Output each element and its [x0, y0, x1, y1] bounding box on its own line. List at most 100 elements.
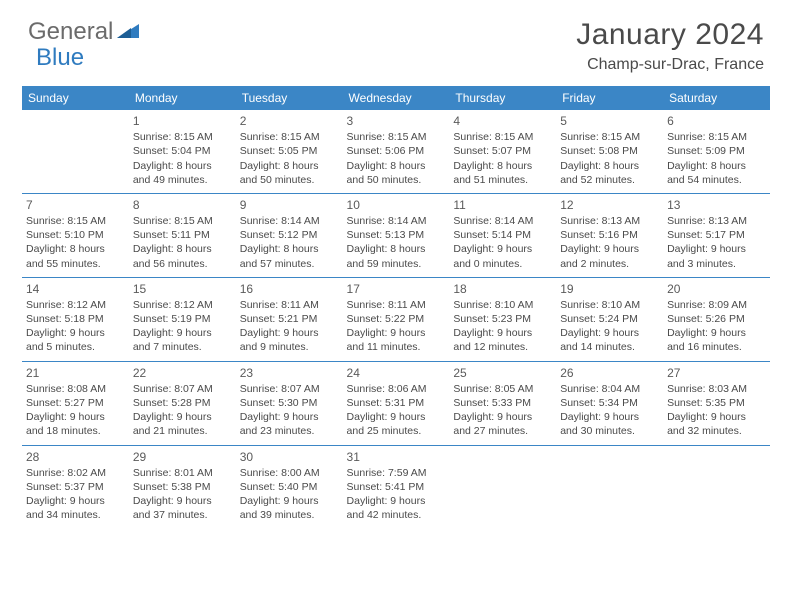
daylight-line-2: and 11 minutes. [347, 340, 446, 354]
daylight-line-2: and 59 minutes. [347, 257, 446, 271]
sunrise-line: Sunrise: 8:00 AM [240, 466, 339, 480]
calendar-cell [449, 445, 556, 528]
calendar-row: 1Sunrise: 8:15 AMSunset: 5:04 PMDaylight… [22, 110, 770, 193]
calendar-row: 28Sunrise: 8:02 AMSunset: 5:37 PMDayligh… [22, 445, 770, 528]
calendar-cell: 22Sunrise: 8:07 AMSunset: 5:28 PMDayligh… [129, 361, 236, 445]
daylight-line-1: Daylight: 8 hours [240, 242, 339, 256]
sunset-line: Sunset: 5:37 PM [26, 480, 125, 494]
day-number: 11 [453, 197, 552, 213]
calendar-cell: 16Sunrise: 8:11 AMSunset: 5:21 PMDayligh… [236, 277, 343, 361]
calendar-cell: 19Sunrise: 8:10 AMSunset: 5:24 PMDayligh… [556, 277, 663, 361]
sunrise-line: Sunrise: 8:12 AM [26, 298, 125, 312]
sunset-line: Sunset: 5:07 PM [453, 144, 552, 158]
calendar-cell [556, 445, 663, 528]
sunrise-line: Sunrise: 8:06 AM [347, 382, 446, 396]
sunrise-line: Sunrise: 8:09 AM [667, 298, 766, 312]
sunrise-line: Sunrise: 8:15 AM [347, 130, 446, 144]
title-block: January 2024 Champ-sur-Drac, France [576, 18, 764, 74]
daylight-line-1: Daylight: 9 hours [133, 410, 232, 424]
daylight-line-1: Daylight: 8 hours [347, 159, 446, 173]
day-number: 25 [453, 365, 552, 381]
calendar-cell: 31Sunrise: 7:59 AMSunset: 5:41 PMDayligh… [343, 445, 450, 528]
sunrise-line: Sunrise: 8:14 AM [240, 214, 339, 228]
day-number: 5 [560, 113, 659, 129]
sunset-line: Sunset: 5:06 PM [347, 144, 446, 158]
weekday-header: Friday [556, 86, 663, 110]
daylight-line-1: Daylight: 9 hours [453, 242, 552, 256]
daylight-line-2: and 18 minutes. [26, 424, 125, 438]
month-title: January 2024 [576, 18, 764, 52]
weekday-header: Monday [129, 86, 236, 110]
calendar-cell: 8Sunrise: 8:15 AMSunset: 5:11 PMDaylight… [129, 193, 236, 277]
sunrise-line: Sunrise: 7:59 AM [347, 466, 446, 480]
daylight-line-2: and 32 minutes. [667, 424, 766, 438]
sunrise-line: Sunrise: 8:04 AM [560, 382, 659, 396]
day-number: 30 [240, 449, 339, 465]
daylight-line-2: and 57 minutes. [240, 257, 339, 271]
calendar-cell: 12Sunrise: 8:13 AMSunset: 5:16 PMDayligh… [556, 193, 663, 277]
daylight-line-2: and 12 minutes. [453, 340, 552, 354]
daylight-line-1: Daylight: 9 hours [26, 326, 125, 340]
day-number: 29 [133, 449, 232, 465]
calendar-cell: 1Sunrise: 8:15 AMSunset: 5:04 PMDaylight… [129, 110, 236, 193]
sunrise-line: Sunrise: 8:07 AM [133, 382, 232, 396]
calendar-cell: 14Sunrise: 8:12 AMSunset: 5:18 PMDayligh… [22, 277, 129, 361]
calendar-row: 21Sunrise: 8:08 AMSunset: 5:27 PMDayligh… [22, 361, 770, 445]
sunset-line: Sunset: 5:31 PM [347, 396, 446, 410]
calendar-cell: 20Sunrise: 8:09 AMSunset: 5:26 PMDayligh… [663, 277, 770, 361]
sunrise-line: Sunrise: 8:15 AM [560, 130, 659, 144]
daylight-line-2: and 23 minutes. [240, 424, 339, 438]
weekday-row: SundayMondayTuesdayWednesdayThursdayFrid… [22, 86, 770, 110]
daylight-line-1: Daylight: 9 hours [240, 410, 339, 424]
sunset-line: Sunset: 5:26 PM [667, 312, 766, 326]
day-number: 18 [453, 281, 552, 297]
daylight-line-1: Daylight: 9 hours [560, 242, 659, 256]
calendar-cell: 23Sunrise: 8:07 AMSunset: 5:30 PMDayligh… [236, 361, 343, 445]
sunrise-line: Sunrise: 8:14 AM [347, 214, 446, 228]
daylight-line-1: Daylight: 8 hours [133, 242, 232, 256]
daylight-line-2: and 3 minutes. [667, 257, 766, 271]
daylight-line-2: and 34 minutes. [26, 508, 125, 522]
sunset-line: Sunset: 5:09 PM [667, 144, 766, 158]
calendar-cell: 27Sunrise: 8:03 AMSunset: 5:35 PMDayligh… [663, 361, 770, 445]
calendar-cell: 5Sunrise: 8:15 AMSunset: 5:08 PMDaylight… [556, 110, 663, 193]
sunset-line: Sunset: 5:18 PM [26, 312, 125, 326]
day-number: 4 [453, 113, 552, 129]
calendar-cell: 15Sunrise: 8:12 AMSunset: 5:19 PMDayligh… [129, 277, 236, 361]
sunrise-line: Sunrise: 8:05 AM [453, 382, 552, 396]
daylight-line-2: and 14 minutes. [560, 340, 659, 354]
sunset-line: Sunset: 5:33 PM [453, 396, 552, 410]
day-number: 9 [240, 197, 339, 213]
sunrise-line: Sunrise: 8:15 AM [133, 130, 232, 144]
day-number: 1 [133, 113, 232, 129]
day-number: 8 [133, 197, 232, 213]
day-number: 21 [26, 365, 125, 381]
daylight-line-2: and 7 minutes. [133, 340, 232, 354]
weekday-header: Saturday [663, 86, 770, 110]
daylight-line-1: Daylight: 9 hours [133, 494, 232, 508]
sunset-line: Sunset: 5:05 PM [240, 144, 339, 158]
sunset-line: Sunset: 5:24 PM [560, 312, 659, 326]
calendar-cell: 24Sunrise: 8:06 AMSunset: 5:31 PMDayligh… [343, 361, 450, 445]
sunrise-line: Sunrise: 8:12 AM [133, 298, 232, 312]
day-number: 27 [667, 365, 766, 381]
brand-part2: Blue [36, 44, 84, 72]
sunrise-line: Sunrise: 8:07 AM [240, 382, 339, 396]
calendar-cell: 18Sunrise: 8:10 AMSunset: 5:23 PMDayligh… [449, 277, 556, 361]
sunset-line: Sunset: 5:13 PM [347, 228, 446, 242]
weekday-header: Wednesday [343, 86, 450, 110]
sunset-line: Sunset: 5:16 PM [560, 228, 659, 242]
daylight-line-1: Daylight: 8 hours [560, 159, 659, 173]
daylight-line-2: and 9 minutes. [240, 340, 339, 354]
day-number: 2 [240, 113, 339, 129]
daylight-line-1: Daylight: 9 hours [453, 326, 552, 340]
sunset-line: Sunset: 5:14 PM [453, 228, 552, 242]
day-number: 28 [26, 449, 125, 465]
daylight-line-2: and 16 minutes. [667, 340, 766, 354]
daylight-line-1: Daylight: 8 hours [133, 159, 232, 173]
daylight-line-1: Daylight: 9 hours [667, 410, 766, 424]
day-number: 3 [347, 113, 446, 129]
calendar-row: 14Sunrise: 8:12 AMSunset: 5:18 PMDayligh… [22, 277, 770, 361]
calendar-cell: 21Sunrise: 8:08 AMSunset: 5:27 PMDayligh… [22, 361, 129, 445]
daylight-line-2: and 27 minutes. [453, 424, 552, 438]
